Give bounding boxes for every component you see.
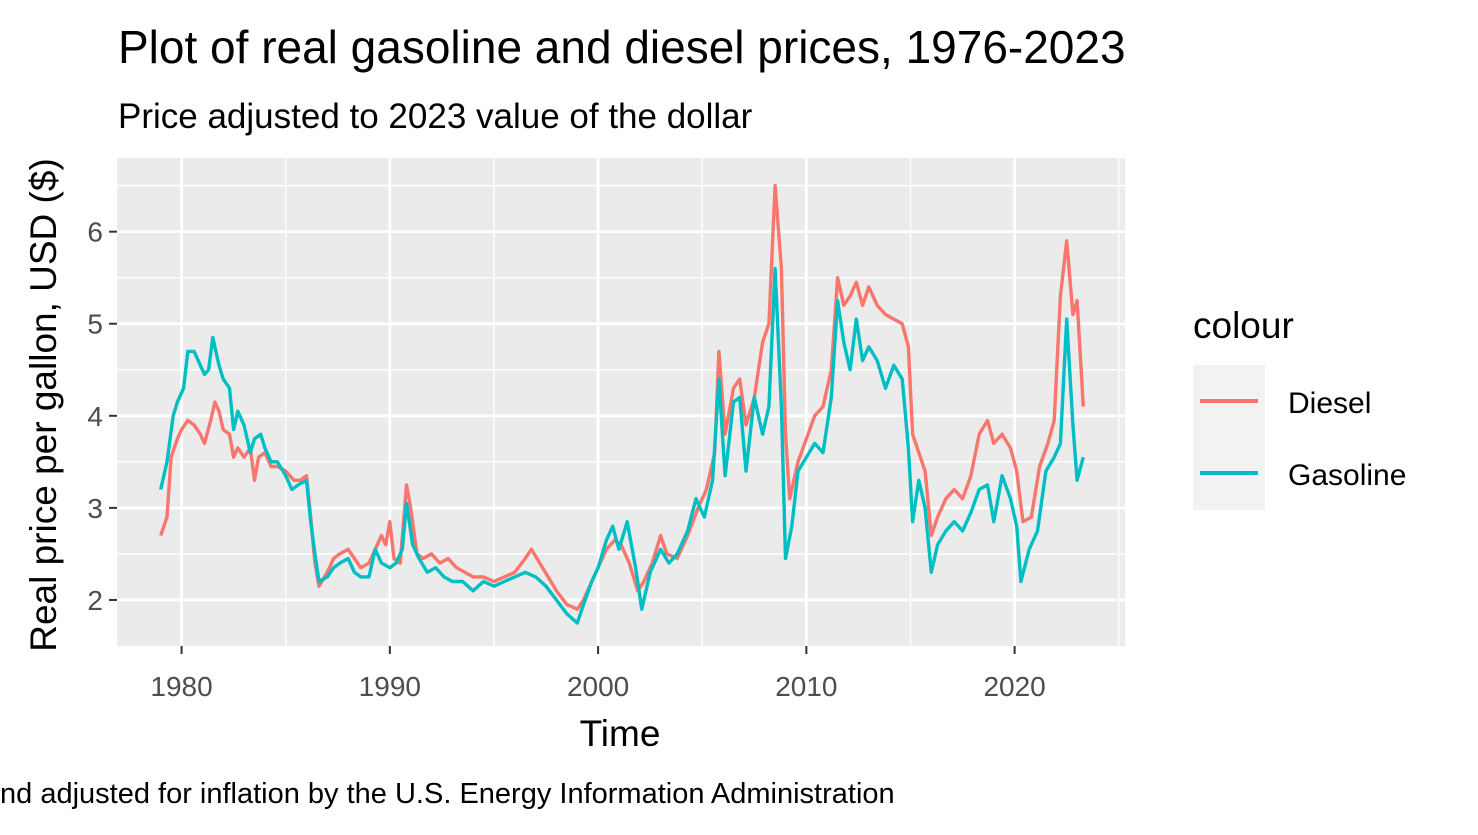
y-axis-title: Real price per gallon, USD ($) xyxy=(23,158,64,652)
y-axis: 2 3 4 5 6 xyxy=(87,217,117,616)
legend-label-diesel: Diesel xyxy=(1288,387,1371,420)
chart-subtitle: Price adjusted to 2023 value of the doll… xyxy=(118,97,753,136)
grid-major xyxy=(117,158,1125,646)
series-line-gasoline xyxy=(159,266,1085,625)
y-tick-label: 3 xyxy=(87,493,103,524)
legend: colour Diesel Gasoline xyxy=(1193,305,1406,510)
legend-key-bg xyxy=(1193,365,1265,510)
chart-title: Plot of real gasoline and diesel prices,… xyxy=(118,21,1126,73)
y-tick-label: 6 xyxy=(87,217,103,248)
legend-label-gasoline: Gasoline xyxy=(1288,459,1406,492)
x-axis-title: Time xyxy=(580,713,661,754)
x-tick-label: 1980 xyxy=(150,671,212,702)
x-axis: 1980 1990 2000 2010 2020 xyxy=(150,646,1046,702)
grid-minor xyxy=(117,158,1125,646)
legend-title: colour xyxy=(1193,305,1294,346)
series-lines xyxy=(159,183,1085,625)
x-tick-label: 2020 xyxy=(983,671,1045,702)
x-tick-label: 2010 xyxy=(775,671,837,702)
chart-caption: nd adjusted for inflation by the U.S. En… xyxy=(0,778,895,810)
x-tick-label: 1990 xyxy=(359,671,421,702)
y-tick-label: 2 xyxy=(87,585,103,616)
y-tick-label: 5 xyxy=(87,309,103,340)
y-tick-label: 4 xyxy=(87,401,103,432)
x-tick-label: 2000 xyxy=(567,671,629,702)
